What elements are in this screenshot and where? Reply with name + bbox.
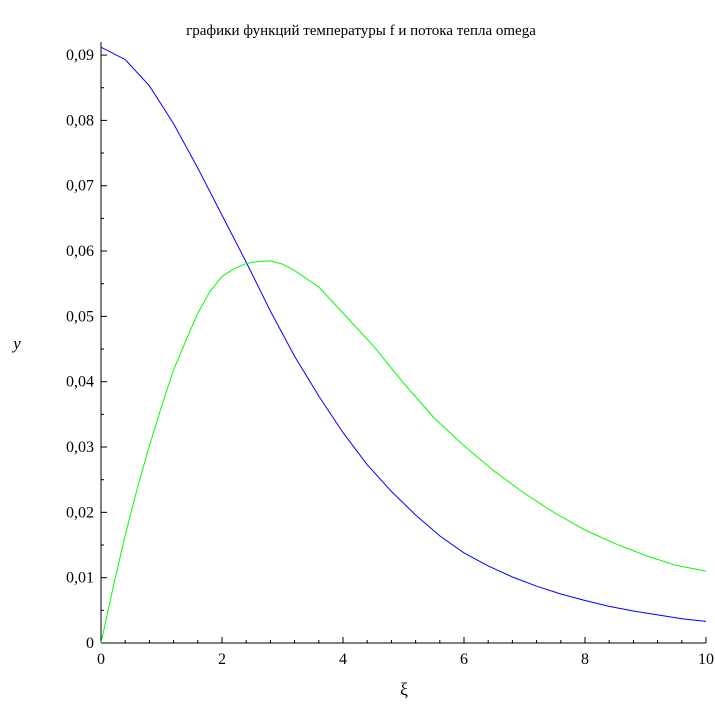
y-tick-label: 0 (86, 635, 94, 652)
series-group (100, 46, 707, 644)
x-tick-label: 10 (698, 651, 714, 668)
y-axis-label: y (11, 334, 21, 353)
y-tick-label: 0,02 (66, 504, 94, 521)
y-tick-label: 0,04 (66, 374, 94, 391)
ticks: 0 2 4 6 8 10 0 0,01 0,02 0,03 0,04 0,05 0,06 0,07 0,08… (66, 47, 714, 668)
series-line-2 (100, 260, 707, 644)
axes (100, 42, 706, 644)
y-tick-label: 0,07 (66, 178, 94, 195)
y-tick-label: 0,05 (66, 308, 94, 325)
x-tick-label: 6 (460, 651, 468, 668)
y-tick-label: 0,06 (66, 243, 94, 260)
x-tick-label: 2 (218, 651, 226, 668)
y-tick-label: 0,08 (66, 112, 94, 129)
x-tick-label: 8 (581, 651, 589, 668)
x-tick-label: 0 (97, 651, 105, 668)
x-axis-label: ξ (400, 679, 408, 699)
chart-title: графики функций температуры f и потока т… (186, 23, 536, 39)
y-tick-label: 0,03 (66, 439, 94, 456)
x-tick-label: 4 (339, 651, 347, 668)
y-tick-label: 0,01 (66, 570, 94, 587)
series-line-1 (100, 46, 707, 622)
y-tick-label: 0,09 (66, 47, 94, 64)
